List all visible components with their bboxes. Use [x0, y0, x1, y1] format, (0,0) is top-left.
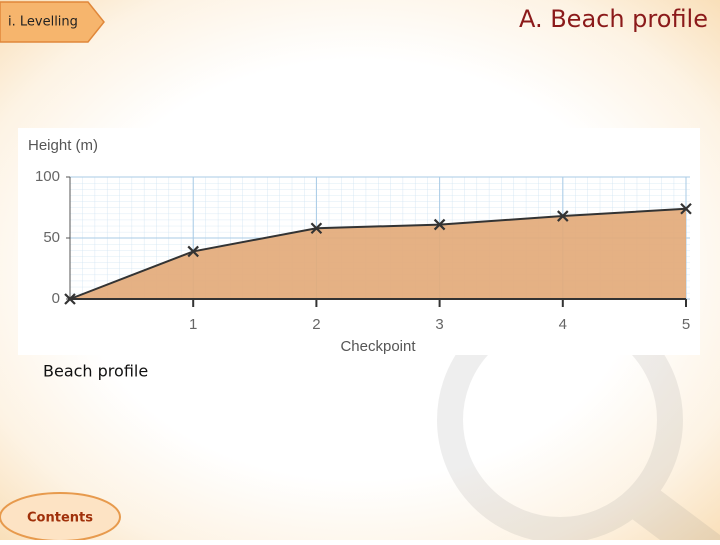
- slide-heading: A. Beach profile: [519, 5, 708, 33]
- x-tick-label: 1: [189, 316, 197, 333]
- marker: [433, 218, 446, 231]
- x-tick-label: 3: [435, 316, 443, 333]
- marker: [187, 245, 199, 258]
- y-tick-label: 50: [43, 229, 60, 246]
- marker: [557, 210, 569, 222]
- contents-button[interactable]: Contents: [0, 492, 121, 542]
- y-tick-label: 0: [52, 290, 60, 307]
- y-axis-label: Height (m): [28, 137, 98, 154]
- section-tag: [0, 1, 105, 43]
- x-tick-label: 5: [682, 316, 690, 333]
- area: [70, 208, 686, 299]
- figure-caption: Beach profile: [43, 362, 148, 381]
- contents-button-text[interactable]: Contents: [27, 511, 93, 526]
- x-tick-label: 2: [312, 316, 320, 333]
- x-tick-label: 4: [559, 316, 567, 333]
- y-tick-label: 100: [35, 168, 60, 185]
- marker: [64, 293, 76, 305]
- section-tag-text: i. Levelling: [8, 15, 78, 30]
- profile-line: [69, 207, 687, 300]
- x-axis-label: Checkpoint: [340, 338, 416, 355]
- marker: [680, 202, 692, 215]
- marker: [310, 222, 323, 235]
